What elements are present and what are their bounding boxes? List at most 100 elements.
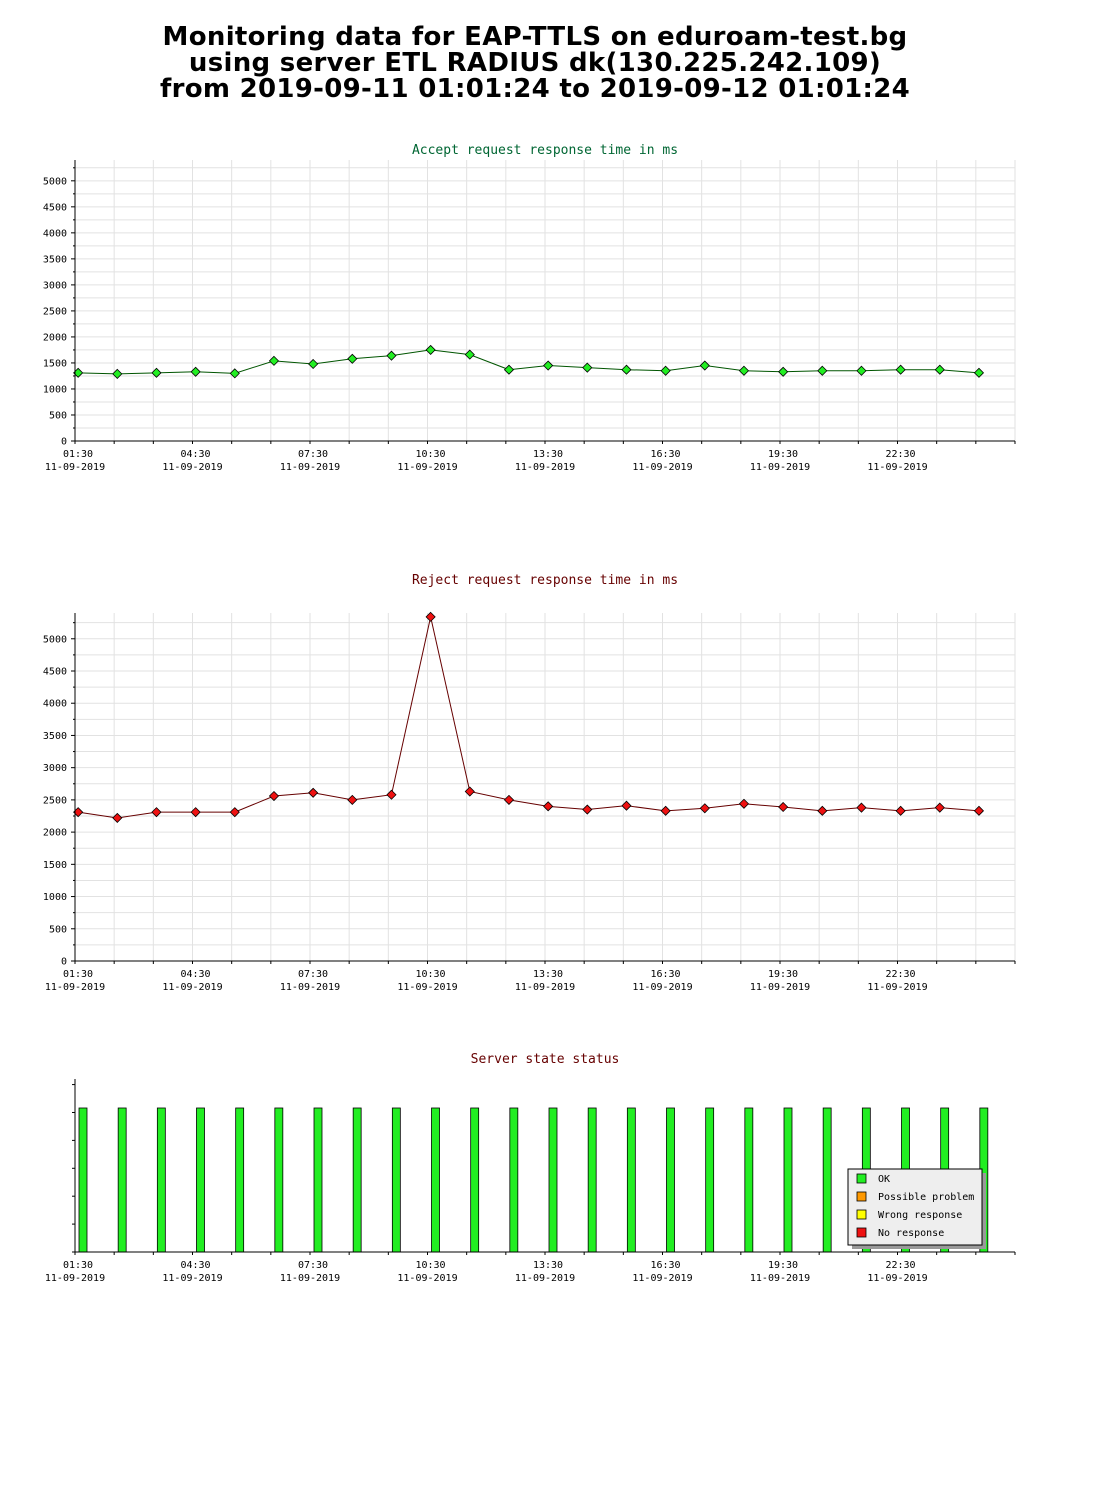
accept-data-point bbox=[151, 367, 162, 378]
reject-data-point bbox=[425, 611, 436, 622]
accept-series-line bbox=[78, 349, 980, 375]
status-bar bbox=[666, 1107, 675, 1253]
status-x-tick-time: 07:30 bbox=[298, 1260, 328, 1271]
accept-x-tick-date: 11-09-2019 bbox=[162, 462, 222, 473]
status-bar bbox=[352, 1107, 362, 1253]
page-title-line-3: from 2019-09-11 01:01:24 to 2019-09-12 0… bbox=[159, 74, 911, 104]
reject-data-point bbox=[151, 807, 162, 818]
reject-y-tick-label: 0 bbox=[61, 957, 67, 968]
reject-x-tick-date: 11-09-2019 bbox=[162, 982, 222, 993]
accept-data-point bbox=[973, 367, 985, 378]
reject-chart-title: Reject request response time in ms bbox=[412, 573, 678, 588]
status-x-tick-time: 19:30 bbox=[768, 1260, 798, 1271]
accept-data-point bbox=[699, 360, 710, 371]
reject-data-point bbox=[895, 805, 906, 816]
legend-swatch bbox=[856, 1227, 867, 1238]
status-bar bbox=[744, 1107, 754, 1253]
reject-data-point bbox=[464, 786, 475, 797]
reject-x-tick-time: 10:30 bbox=[415, 969, 445, 980]
page-title-line-2: using server ETL RADIUS dk(130.225.242.1… bbox=[188, 48, 882, 78]
reject-y-tick-label: 1500 bbox=[43, 860, 67, 871]
accept-x-tick-time: 16:30 bbox=[650, 449, 680, 460]
reject-data-point bbox=[660, 805, 671, 816]
reject-data-point bbox=[778, 801, 789, 813]
reject-y-tick-label: 3500 bbox=[43, 731, 67, 742]
accept-y-tick-label: 1000 bbox=[43, 384, 67, 395]
legend-label: OK bbox=[878, 1174, 890, 1185]
reject-data-point bbox=[386, 789, 397, 800]
status-bar bbox=[548, 1107, 558, 1253]
status-bar bbox=[196, 1107, 205, 1253]
reject-x-tick-time: 16:30 bbox=[650, 969, 680, 980]
reject-data-point bbox=[347, 794, 358, 805]
accept-data-point bbox=[934, 364, 945, 375]
accept-data-point bbox=[190, 366, 201, 377]
reject-x-tick-date: 11-09-2019 bbox=[632, 982, 692, 993]
status-bar bbox=[470, 1107, 480, 1253]
accept-y-tick-label: 500 bbox=[49, 410, 67, 421]
legend-swatch bbox=[856, 1209, 867, 1220]
accept-data-point bbox=[621, 364, 632, 375]
accept-x-tick-date: 11-09-2019 bbox=[515, 462, 575, 473]
reject-y-tick-label: 2500 bbox=[43, 795, 67, 806]
accept-data-point bbox=[268, 355, 280, 366]
accept-data-point bbox=[464, 349, 475, 360]
page-title: Monitoring data for EAP-TTLS on eduroam-… bbox=[0, 24, 1070, 102]
status-x-tick-date: 11-09-2019 bbox=[397, 1273, 457, 1284]
status-bar bbox=[78, 1107, 88, 1253]
status-x-tick-date: 11-09-2019 bbox=[45, 1273, 105, 1284]
legend-label: Possible problem bbox=[878, 1192, 974, 1203]
accept-x-tick-time: 10:30 bbox=[415, 449, 445, 460]
reject-x-tick-date: 11-09-2019 bbox=[45, 982, 105, 993]
reject-x-tick-time: 22:30 bbox=[885, 969, 915, 980]
reject-data-point bbox=[543, 801, 554, 812]
status-bar bbox=[274, 1107, 284, 1253]
accept-y-tick-label: 4000 bbox=[43, 228, 67, 239]
reject-x-tick-time: 01:30 bbox=[63, 969, 93, 980]
reject-data-point bbox=[503, 794, 515, 805]
reject-y-tick-label: 5000 bbox=[43, 634, 67, 645]
reject-data-point bbox=[817, 805, 828, 816]
reject-data-point bbox=[268, 790, 280, 802]
reject-x-tick-date: 11-09-2019 bbox=[750, 982, 810, 993]
legend-label: Wrong response bbox=[878, 1210, 962, 1221]
status-x-tick-date: 11-09-2019 bbox=[515, 1273, 575, 1284]
accept-x-tick-time: 07:30 bbox=[298, 449, 328, 460]
page-title-line-1: Monitoring data for EAP-TTLS on eduroam-… bbox=[162, 22, 908, 52]
accept-x-tick-date: 11-09-2019 bbox=[280, 462, 340, 473]
status-x-tick-time: 16:30 bbox=[650, 1260, 680, 1271]
reject-data-point bbox=[229, 807, 240, 818]
reject-x-tick-time: 07:30 bbox=[298, 969, 328, 980]
status-bar bbox=[587, 1107, 597, 1253]
status-x-tick-date: 11-09-2019 bbox=[867, 1273, 927, 1284]
accept-chart: Accept request response time in ms 0 500 10… bbox=[43, 143, 1016, 473]
accept-y-tick-label: 1500 bbox=[43, 358, 67, 369]
accept-x-tick-date: 11-09-2019 bbox=[750, 462, 810, 473]
accept-y-tick-label: 3000 bbox=[43, 280, 67, 291]
reject-x-tick-date: 11-09-2019 bbox=[515, 982, 575, 993]
accept-x-tick-time: 19:30 bbox=[768, 449, 798, 460]
accept-data-point bbox=[112, 368, 123, 379]
reject-x-tick-date: 11-09-2019 bbox=[280, 982, 340, 993]
accept-x-tick-time: 01:30 bbox=[63, 449, 93, 460]
reject-y-tick-label: 1000 bbox=[43, 892, 67, 903]
accept-data-point bbox=[582, 362, 593, 373]
accept-x-tick-time: 13:30 bbox=[533, 449, 563, 460]
reject-data-point bbox=[190, 807, 201, 818]
status-bar bbox=[313, 1107, 323, 1253]
status-bar bbox=[156, 1107, 166, 1253]
status-x-tick-time: 04:30 bbox=[180, 1260, 210, 1271]
reject-x-tick-date: 11-09-2019 bbox=[397, 982, 457, 993]
status-x-tick-date: 11-09-2019 bbox=[162, 1273, 222, 1284]
accept-data-point bbox=[386, 350, 397, 361]
accept-chart-title: Accept request response time in ms bbox=[412, 143, 678, 158]
status-bar bbox=[705, 1107, 715, 1253]
accept-x-tick-date: 11-09-2019 bbox=[867, 462, 927, 473]
reject-y-tick-label: 4000 bbox=[43, 699, 67, 710]
reject-data-point bbox=[621, 800, 632, 811]
reject-y-tick-label: 2000 bbox=[43, 828, 67, 839]
accept-data-point bbox=[856, 365, 867, 376]
status-x-tick-time: 01:30 bbox=[63, 1260, 93, 1271]
accept-x-tick-date: 11-09-2019 bbox=[632, 462, 692, 473]
